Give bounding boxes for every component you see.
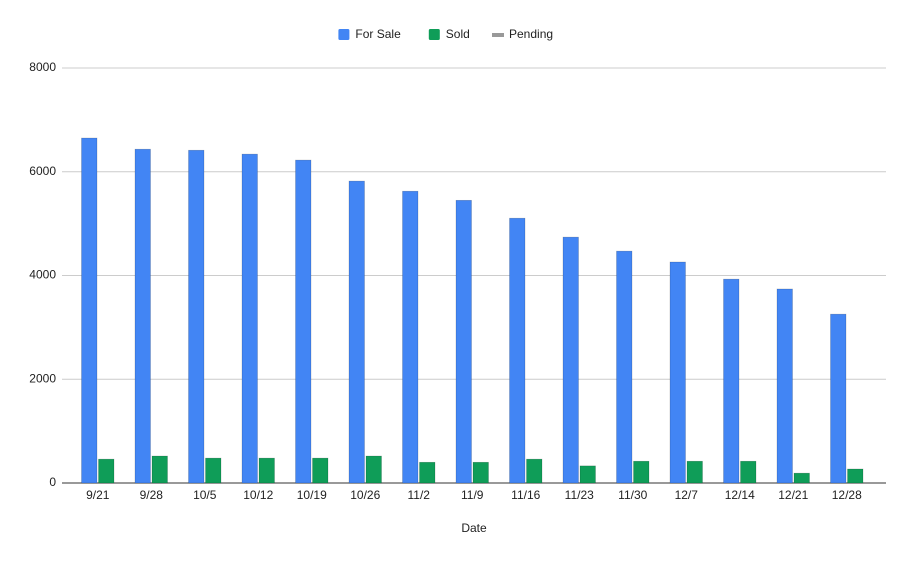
x-tick-label: 11/16 xyxy=(511,488,540,502)
x-axis-title: Date xyxy=(461,521,487,535)
bar xyxy=(579,465,596,484)
bar xyxy=(686,460,703,484)
bar xyxy=(134,148,151,484)
bar xyxy=(188,149,205,484)
x-tick-label: 12/21 xyxy=(778,488,808,502)
y-tick-label: 0 xyxy=(49,475,56,489)
legend-symbol xyxy=(428,29,440,40)
bar xyxy=(616,250,633,484)
bar xyxy=(509,217,526,484)
bar xyxy=(847,468,864,484)
bar xyxy=(81,137,98,484)
bar xyxy=(205,457,222,484)
legend-label: For Sale xyxy=(355,27,401,41)
bar xyxy=(98,458,115,484)
bar xyxy=(348,180,365,484)
x-tick-label: 10/26 xyxy=(350,488,380,502)
bar xyxy=(669,261,686,484)
x-tick-label: 9/21 xyxy=(86,488,110,502)
bar xyxy=(793,472,810,484)
bar xyxy=(419,461,436,484)
bar xyxy=(312,457,329,484)
bar xyxy=(830,313,847,484)
y-tick-label: 2000 xyxy=(29,371,56,385)
x-tick-label: 11/9 xyxy=(461,488,484,502)
legend-label: Pending xyxy=(509,27,553,41)
x-tick-label: 11/2 xyxy=(408,488,431,502)
bar xyxy=(633,460,650,484)
x-tick-label: 11/23 xyxy=(565,488,594,502)
y-tick-label: 6000 xyxy=(29,164,56,178)
legend-symbol xyxy=(338,29,350,40)
bar xyxy=(365,455,382,484)
x-tick-label: 9/28 xyxy=(140,488,164,502)
y-tick-label: 4000 xyxy=(29,268,56,282)
x-tick-label: 10/12 xyxy=(243,488,273,502)
bar xyxy=(295,159,312,484)
x-tick-label: 10/19 xyxy=(297,488,327,502)
x-tick-label: 12/28 xyxy=(832,488,862,502)
bar xyxy=(776,288,793,484)
x-tick-label: 10/5 xyxy=(193,488,217,502)
y-tick-label: 8000 xyxy=(29,60,56,74)
bar xyxy=(258,457,275,484)
x-tick-label: 12/7 xyxy=(675,488,699,502)
bar xyxy=(562,236,579,484)
bar xyxy=(723,278,740,484)
bar xyxy=(472,461,489,484)
bar xyxy=(241,153,258,484)
x-tick-label: 12/14 xyxy=(725,488,755,502)
bar xyxy=(455,199,472,484)
bar xyxy=(402,190,419,484)
bar xyxy=(526,458,543,484)
legend-symbol xyxy=(492,33,504,37)
legend-label: Sold xyxy=(446,27,470,41)
bar xyxy=(740,460,757,484)
bar xyxy=(151,455,168,484)
x-tick-label: 11/30 xyxy=(618,488,647,502)
